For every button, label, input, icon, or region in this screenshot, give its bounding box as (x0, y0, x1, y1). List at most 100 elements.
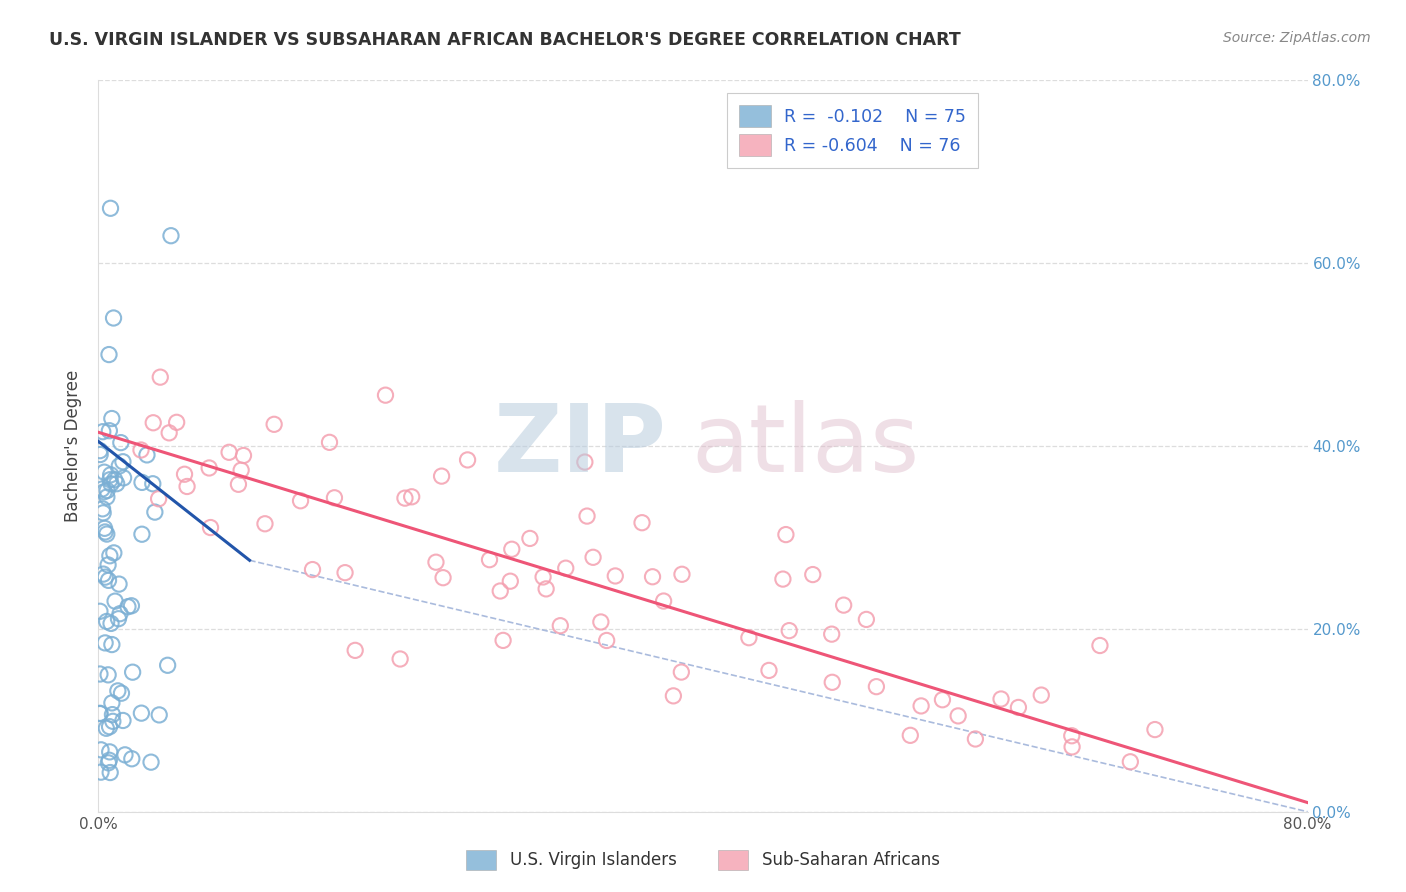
Point (855, 612, 877, 626)
Point (110, 686, 132, 700)
Point (120, 599, 142, 613)
Point (333, 566, 356, 580)
Point (89, 706, 111, 721)
Point (91, 425, 114, 439)
Point (576, 509, 599, 524)
Point (101, 411, 124, 425)
Point (589, 615, 612, 629)
Point (671, 567, 693, 582)
Point (96, 490, 118, 504)
Point (89, 448, 111, 462)
Point (108, 577, 131, 591)
Point (1031, 688, 1053, 702)
Point (574, 455, 596, 469)
Point (139, 755, 162, 769)
Point (103, 310, 125, 325)
Point (758, 664, 780, 678)
Point (253, 516, 276, 531)
Point (131, 475, 153, 490)
Legend: U.S. Virgin Islanders, Sub-Saharan Africans: U.S. Virgin Islanders, Sub-Saharan Afric… (460, 843, 946, 877)
Point (898, 728, 921, 742)
Point (173, 467, 195, 482)
Point (101, 696, 124, 710)
Point (534, 582, 557, 596)
Point (231, 463, 253, 477)
Point (595, 633, 617, 648)
Point (425, 555, 447, 569)
Point (492, 633, 515, 648)
Point (218, 445, 240, 459)
Point (112, 471, 135, 485)
Point (778, 624, 800, 638)
Point (136, 448, 159, 462)
Y-axis label: Bachelor's Degree: Bachelor's Degree (65, 370, 83, 522)
Point (91, 567, 114, 582)
Point (97, 668, 120, 682)
Point (97, 574, 120, 588)
Point (519, 532, 541, 546)
Point (263, 417, 285, 432)
Point (98, 765, 121, 780)
Point (394, 491, 416, 505)
Point (111, 714, 134, 728)
Point (531, 570, 554, 584)
Point (96, 615, 118, 629)
Point (108, 458, 131, 473)
Point (90, 743, 112, 757)
Point (91, 482, 114, 496)
Point (832, 598, 855, 612)
Point (101, 638, 124, 652)
Point (96, 721, 118, 735)
Point (89, 706, 111, 721)
Point (631, 516, 654, 530)
Legend: R =  -0.102    N = 75, R = -0.604    N = 76: R = -0.102 N = 75, R = -0.604 N = 76 (727, 93, 979, 169)
Point (374, 388, 396, 402)
Point (401, 490, 423, 504)
Point (110, 435, 132, 450)
Point (821, 627, 844, 641)
Point (98, 720, 121, 734)
Point (662, 689, 685, 703)
Point (176, 479, 198, 493)
Point (143, 505, 166, 519)
Point (96, 527, 118, 541)
Point (1007, 700, 1029, 714)
Point (104, 594, 127, 608)
Point (97, 558, 120, 572)
Point (605, 569, 627, 583)
Point (1143, 723, 1166, 737)
Point (1062, 739, 1084, 754)
Point (89, 667, 111, 681)
Point (228, 477, 250, 491)
Point (94, 636, 117, 650)
Point (772, 572, 794, 586)
Point (489, 584, 512, 599)
Point (166, 415, 188, 429)
Point (93, 484, 115, 499)
Point (801, 567, 824, 582)
Point (499, 574, 522, 589)
Point (550, 618, 572, 632)
Point (671, 665, 693, 679)
Point (90, 765, 112, 780)
Point (990, 692, 1012, 706)
Point (232, 449, 254, 463)
Point (1060, 729, 1083, 743)
Point (641, 570, 664, 584)
Point (98, 745, 121, 759)
Point (94, 570, 117, 584)
Point (91, 506, 114, 520)
Point (98, 753, 121, 767)
Point (775, 527, 797, 541)
Point (100, 201, 122, 215)
Point (100, 467, 122, 482)
Text: ZIP: ZIP (494, 400, 666, 492)
Point (104, 473, 127, 487)
Point (117, 599, 139, 614)
Point (1119, 755, 1142, 769)
Point (821, 675, 844, 690)
Point (89, 604, 111, 618)
Point (148, 707, 170, 722)
Point (97, 756, 120, 770)
Point (156, 658, 179, 673)
